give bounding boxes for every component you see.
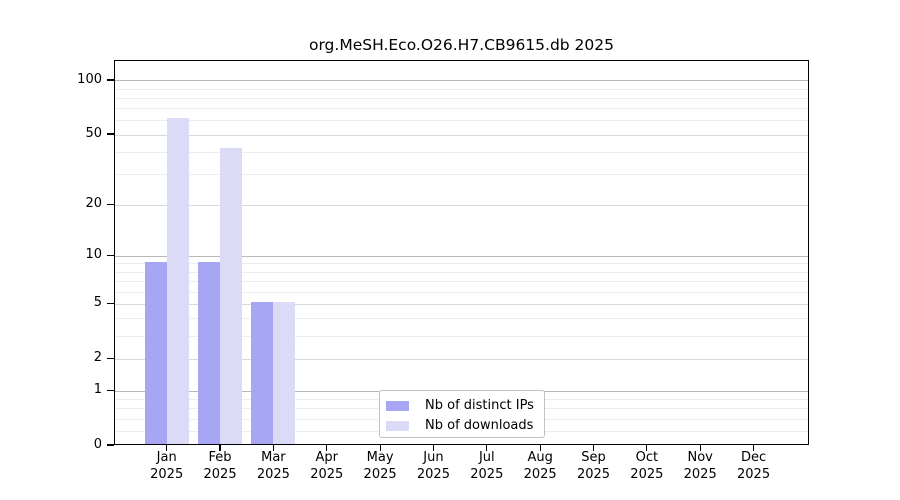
bar-distinct-ips-mar [251, 302, 274, 444]
y-tick-label-5: 5 [93, 295, 102, 311]
x-tick-label-may: May 2025 [352, 450, 408, 483]
y-tick-1 [107, 389, 114, 391]
x-tick-month: Dec [740, 450, 767, 465]
y-tick-5 [107, 302, 114, 304]
x-tick-month: Apr [315, 450, 339, 465]
legend-item-downloads: Nb of downloads [380, 416, 544, 436]
x-tick-year: 2025 [523, 466, 557, 482]
x-tick-label-aug: Aug 2025 [512, 450, 568, 483]
x-tick-dec [752, 445, 755, 451]
gridline-5 [115, 303, 808, 305]
x-tick-label-apr: Apr 2025 [299, 450, 355, 483]
legend: Nb of distinct IPs Nb of downloads [379, 390, 545, 438]
gridline-50 [115, 134, 808, 136]
x-tick-year: 2025 [363, 466, 397, 482]
y-tick-100 [107, 79, 114, 81]
bar-distinct-ips-jan [144, 261, 167, 444]
chart-title: org.MeSH.Eco.O26.H7.CB9615.db 2025 [308, 36, 615, 54]
y-tick-2 [107, 357, 114, 359]
gridline-6 [115, 291, 808, 293]
x-tick-label-mar: Mar 2025 [245, 450, 301, 483]
x-tick-year: 2025 [683, 466, 717, 482]
gridline-3 [115, 335, 808, 337]
y-tick-50 [107, 133, 114, 135]
x-tick-month: Sep [581, 450, 606, 465]
x-tick-year: 2025 [310, 466, 344, 482]
legend-item-distinct-ips: Nb of distinct IPs [380, 396, 544, 416]
x-tick-year: 2025 [416, 466, 450, 482]
x-tick-year: 2025 [256, 466, 290, 482]
y-tick-20 [107, 203, 114, 205]
distinct-ips-swatch-icon [386, 401, 409, 411]
gridline-7 [115, 281, 808, 283]
x-tick-label-feb: Feb 2025 [192, 450, 248, 483]
x-tick-mar [272, 445, 274, 451]
x-tick-sep [592, 445, 595, 451]
x-tick-month: Jan [156, 450, 177, 465]
legend-label-downloads: Nb of downloads [425, 418, 534, 433]
y-tick-0 [107, 444, 114, 446]
x-tick-month: Feb [208, 450, 232, 465]
x-tick-month: Mar [261, 450, 286, 465]
x-tick-month: Oct [635, 450, 659, 465]
x-tick-jun [432, 445, 435, 451]
x-tick-label-jul: Jul 2025 [459, 450, 515, 483]
x-tick-year: 2025 [630, 466, 664, 482]
y-tick-label-20: 20 [85, 196, 102, 212]
x-tick-oct [646, 445, 648, 451]
y-tick-label-100: 100 [77, 71, 102, 87]
y-tick-label-10: 10 [85, 247, 102, 263]
gridline-2 [115, 358, 808, 360]
y-tick-label-0: 0 [93, 437, 102, 452]
gridline-80 [115, 97, 808, 99]
x-tick-year: 2025 [150, 466, 184, 482]
x-tick-year: 2025 [203, 466, 237, 482]
plot-area [114, 60, 809, 445]
bar-downloads-mar [273, 302, 296, 444]
x-tick-year: 2025 [470, 466, 504, 482]
x-tick-year: 2025 [576, 466, 611, 482]
gridline-100 [115, 80, 808, 82]
gridline-70 [115, 108, 808, 110]
bar-distinct-ips-feb [198, 261, 221, 444]
x-tick-month: Jun [423, 450, 444, 465]
x-tick-aug [539, 445, 541, 451]
x-tick-feb [219, 445, 221, 451]
x-tick-month: May [366, 450, 394, 465]
x-tick-label-nov: Nov 2025 [672, 450, 728, 483]
x-tick-month: Jul [478, 450, 495, 465]
y-tick-10 [107, 254, 114, 256]
downloads-swatch-icon [386, 421, 409, 431]
y-tick-label-50: 50 [85, 126, 102, 141]
x-tick-nov [699, 445, 701, 451]
x-tick-label-dec: Dec 2025 [726, 450, 782, 483]
gridline-4 [115, 318, 808, 320]
x-tick-month: Nov [687, 450, 713, 465]
x-tick-apr [326, 445, 328, 451]
gridline-40 [115, 151, 808, 153]
gridline-8 [115, 271, 808, 273]
gridline-20 [115, 204, 808, 206]
x-tick-jan [166, 445, 168, 451]
gridline-90 [115, 88, 808, 90]
x-tick-label-jun: Jun 2025 [405, 450, 461, 483]
bar-downloads-jan [166, 117, 189, 444]
x-tick-jul [486, 445, 488, 451]
x-tick-year: 2025 [737, 466, 771, 482]
x-tick-label-sep: Sep 2025 [566, 450, 622, 483]
x-tick-month: Aug [527, 450, 553, 465]
gridline-60 [115, 120, 808, 122]
x-tick-may [379, 445, 381, 451]
y-tick-label-1: 1 [93, 382, 102, 398]
x-tick-label-oct: Oct 2025 [619, 450, 675, 483]
gridline-30 [115, 173, 808, 175]
bar-downloads-feb [220, 148, 243, 444]
gridline-10 [115, 255, 808, 257]
y-tick-label-2: 2 [93, 350, 102, 366]
gridline-9 [115, 263, 808, 265]
legend-label-distinct-ips: Nb of distinct IPs [425, 398, 534, 413]
x-tick-label-jan: Jan 2025 [139, 450, 195, 483]
